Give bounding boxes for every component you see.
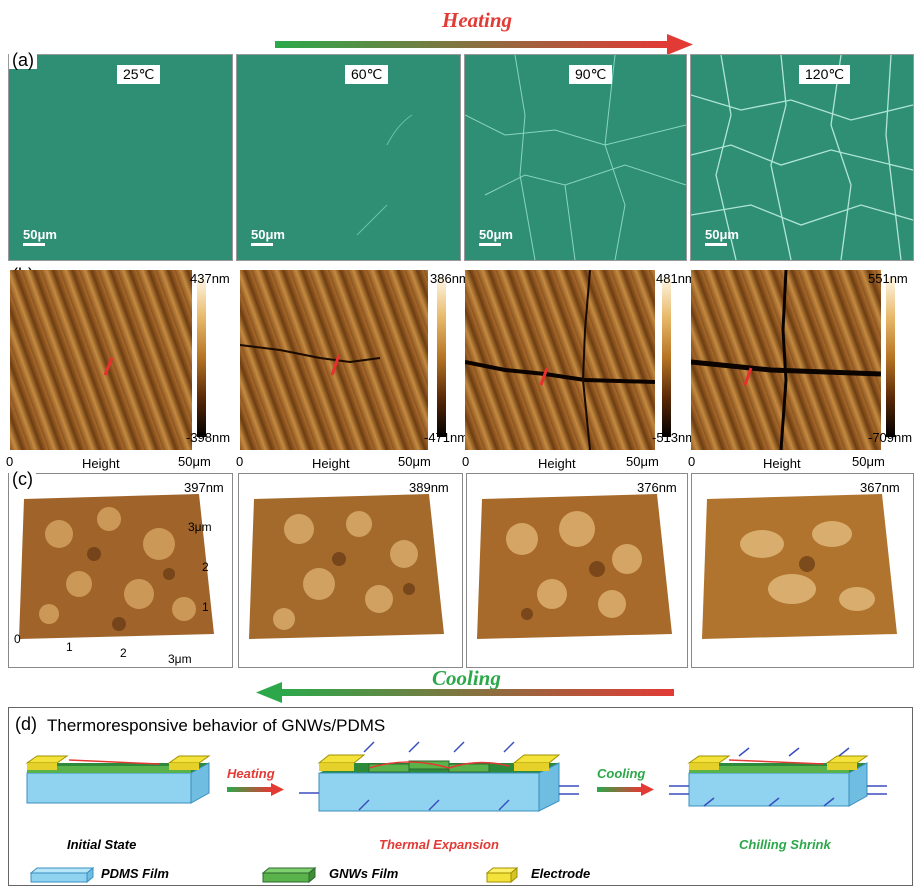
color-scale-bar xyxy=(197,277,206,437)
x-axis-tick-2: 2 xyxy=(120,646,127,660)
thermal-expansion-label: Thermal Expansion xyxy=(379,837,499,852)
color-scale-max: 437nm xyxy=(190,271,230,286)
color-scale-min: -513nm xyxy=(652,430,697,445)
y-axis-tick-2: 2 xyxy=(202,560,209,574)
temp-label: 60℃ xyxy=(345,65,389,84)
afm-3d-surface xyxy=(19,494,214,639)
color-scale-min: -398nm xyxy=(186,430,231,445)
chilling-shrink-label: Chilling Shrink xyxy=(739,837,831,852)
panel-d-label: (d) xyxy=(15,714,37,734)
color-scale-max: 481nm xyxy=(656,271,696,286)
x-axis-label: Height xyxy=(312,456,350,471)
shrunk-device xyxy=(669,747,887,807)
afm-3d-panel-1: 397nm xyxy=(8,473,233,668)
legend-electrode: Electrode xyxy=(531,866,591,881)
color-scale-min: -709nm xyxy=(868,430,913,445)
expanded-device xyxy=(299,741,579,812)
y-axis-top-tick: 3μm xyxy=(188,520,212,534)
afm-3d-surface xyxy=(702,494,897,639)
x-axis-end: 50μm xyxy=(626,454,659,469)
scale-bar: 50μm xyxy=(251,227,285,246)
schematic-panel: (d) Thermoresponsive behavior of GNWs/PD… xyxy=(8,707,913,886)
temp-label: 25℃ xyxy=(117,65,161,84)
afm-3d-surface xyxy=(249,494,444,639)
z-max-label: 389nm xyxy=(409,480,449,495)
x-axis-end: 50μm xyxy=(398,454,431,469)
micrograph-25c: 25℃ 50μm xyxy=(8,54,233,261)
initial-state-label: Initial State xyxy=(67,837,137,852)
heating-arrow xyxy=(275,34,693,55)
afm-height-map-120c xyxy=(691,270,881,450)
afm-height-map-25c xyxy=(10,270,192,450)
legend-gnws-film: GNWs Film xyxy=(329,866,399,881)
micrograph-60c: 60℃ 50μm xyxy=(236,54,461,261)
z-max-label: 376nm xyxy=(637,480,677,495)
color-scale-max: 551nm xyxy=(868,271,908,286)
micrograph-120c: 120℃ 50μm xyxy=(690,54,914,261)
panel-c-label: (c) xyxy=(9,470,36,488)
x-axis-start: 0 xyxy=(462,454,470,469)
x-axis-tick-3: 3μm xyxy=(168,652,192,666)
schematic-title: Thermoresponsive behavior of GNWs/PDMS xyxy=(47,716,386,735)
color-scale-min: -471nm xyxy=(424,430,469,445)
x-axis-label: Height xyxy=(82,456,120,471)
color-scale-bar xyxy=(662,277,671,437)
x-axis-tick-1: 1 xyxy=(66,640,73,654)
legend-pdms-film: PDMS Film xyxy=(101,866,169,881)
heating-step-label: Heating xyxy=(227,766,275,781)
cooling-step-label: Cooling xyxy=(597,766,646,781)
micrograph-90c: 90℃ 50μm xyxy=(464,54,687,261)
x-axis-label: Height xyxy=(763,456,801,471)
scale-bar: 50μm xyxy=(705,227,739,246)
x-axis-label: Height xyxy=(538,456,576,471)
temp-label: 120℃ xyxy=(799,65,851,84)
afm-3d-panel-2: 389nm xyxy=(238,473,463,668)
z-max-label: 367nm xyxy=(860,480,900,495)
heating-label: Heating xyxy=(442,8,513,32)
cooling-arrow xyxy=(256,682,674,703)
afm-3d-panel-4: 367nm xyxy=(691,473,914,668)
x-axis-start: 0 xyxy=(6,454,14,469)
scale-bar: 50μm xyxy=(23,227,57,246)
color-scale-bar xyxy=(437,277,446,437)
x-axis-start: 0 xyxy=(688,454,696,469)
z-max-label: 397nm xyxy=(184,480,224,495)
afm-3d-panel-3: 376nm xyxy=(466,473,688,668)
cooling-label: Cooling xyxy=(432,666,501,690)
panel-a-label: (a) xyxy=(9,51,37,69)
x-axis-start: 0 xyxy=(236,454,244,469)
schematic-drawing xyxy=(25,741,887,884)
color-scale-max: 386nm xyxy=(430,271,470,286)
afm-height-map-90c xyxy=(465,270,655,450)
temp-label: 90℃ xyxy=(569,65,613,84)
afm-3d-surface xyxy=(477,494,672,639)
scale-bar: 50μm xyxy=(479,227,513,246)
color-scale-bar xyxy=(886,277,895,437)
x-axis-end: 50μm xyxy=(178,454,211,469)
initial-device xyxy=(25,755,211,804)
afm-height-map-60c xyxy=(240,270,428,450)
x-axis-tick-0: 0 xyxy=(14,632,21,646)
y-axis-tick-1: 1 xyxy=(202,600,209,614)
x-axis-end: 50μm xyxy=(852,454,885,469)
